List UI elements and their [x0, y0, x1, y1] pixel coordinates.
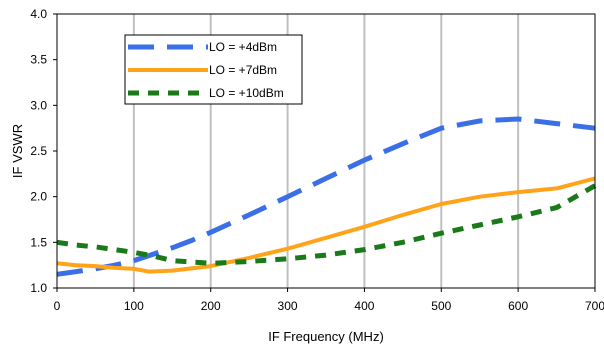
y-tick-label: 3.0 [30, 98, 47, 112]
legend-label-1: LO = +4dBm [209, 40, 277, 54]
x-axis-label: IF Frequency (MHz) [268, 329, 384, 344]
y-tick-label: 2.0 [30, 190, 47, 204]
legend-label-3: LO = +10dBm [209, 86, 284, 100]
y-tick-label: 2.5 [30, 144, 47, 158]
x-tick-label: 200 [201, 299, 221, 313]
legend: LO = +4dBm LO = +7dBm LO = +10dBm [124, 34, 303, 105]
y-tick-label: 1.0 [30, 281, 47, 295]
x-tick-label: 300 [278, 299, 298, 313]
y-tick-label: 4.0 [30, 7, 47, 21]
legend-label-2: LO = +7dBm [209, 63, 277, 77]
x-tick-label: 0 [54, 299, 61, 313]
x-tick-label: 700 [585, 299, 604, 313]
y-tick-label: 1.5 [30, 235, 47, 249]
series-lines [56, 116, 597, 277]
axis-ticks: 0 100 200 300 400 500 600 700 1.0 1.5 2.0 2.5 3.0 3.5… [30, 7, 604, 313]
series-line-1 [56, 116, 596, 277]
x-tick-label: 500 [431, 299, 451, 313]
x-tick-label: 400 [354, 299, 374, 313]
y-axis-label: IF VSWR [10, 124, 25, 178]
series-line-2 [56, 176, 596, 274]
x-tick-label: 100 [124, 299, 144, 313]
x-tick-label: 600 [508, 299, 528, 313]
y-tick-label: 3.5 [30, 53, 47, 67]
